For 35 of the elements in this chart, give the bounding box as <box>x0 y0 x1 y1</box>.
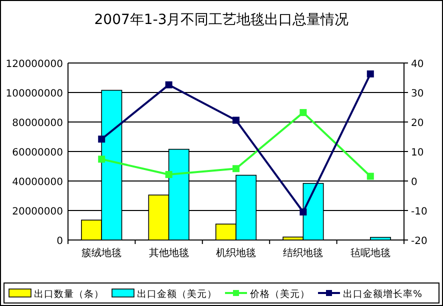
point <box>98 136 106 143</box>
y-tick-label: 100000000 <box>6 88 63 100</box>
y2-tick-label: 40 <box>411 59 424 70</box>
y-tick-label: 80000000 <box>12 118 63 129</box>
y-tick-label: 0 <box>56 236 63 247</box>
x-tick-label: 簇绒地毯 <box>82 247 122 259</box>
point <box>300 208 307 216</box>
point <box>232 116 240 124</box>
y2-tick-label: 10 <box>411 148 424 158</box>
legend-label: 出口数量（条） <box>34 288 104 300</box>
y2-tick-label: -20 <box>411 236 428 247</box>
y-tick-label: 120000000 <box>6 59 63 70</box>
legend-label: 价格（美元） <box>249 288 310 300</box>
y-tick-label: 40000000 <box>12 177 63 188</box>
legend-label: 出口金额增长率% <box>343 288 422 300</box>
x-tick-label: 其他地毯 <box>148 247 189 259</box>
point <box>300 109 307 116</box>
point <box>165 171 172 178</box>
point <box>232 165 240 172</box>
y2-tick-label: 20 <box>411 118 424 129</box>
point <box>366 70 374 78</box>
y2-tick-label: -10 <box>411 206 428 218</box>
point <box>98 156 106 163</box>
legend-label: 出口金额（美元） <box>137 288 217 300</box>
y2-tick-label: 30 <box>411 88 424 100</box>
point <box>165 81 172 88</box>
y2-tick-label: 0 <box>411 177 418 188</box>
point <box>366 172 374 180</box>
chart-title: 2007年1-3月不同工艺地毯出口总量情况 <box>94 12 349 28</box>
bar <box>370 236 391 240</box>
y-tick-label: 60000000 <box>12 148 63 158</box>
x-tick-label: 结织地毯 <box>283 247 324 259</box>
x-tick-label: 机织地毯 <box>216 247 256 259</box>
x-tick-label: 毡呢地毯 <box>350 247 390 259</box>
y-tick-label: 20000000 <box>12 206 63 218</box>
